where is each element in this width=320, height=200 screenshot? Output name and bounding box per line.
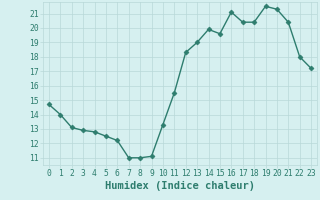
X-axis label: Humidex (Indice chaleur): Humidex (Indice chaleur)	[105, 181, 255, 191]
